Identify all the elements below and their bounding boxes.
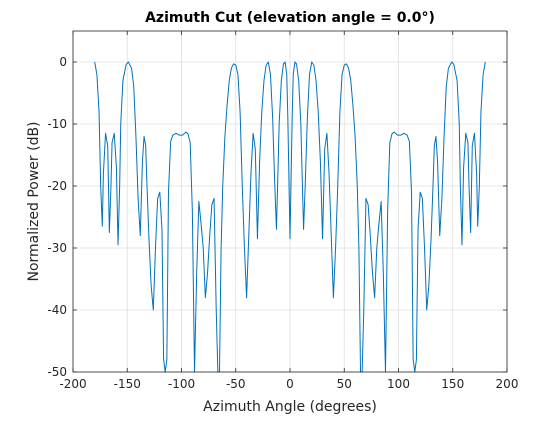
x-tick-label: 100 [387,377,410,391]
y-axis-label: Normalized Power (dB) [26,121,42,281]
series-layer [94,61,486,373]
series-line [94,61,486,373]
x-tick-label: -200 [59,377,86,391]
x-axis-label: Azimuth Angle (degrees) [203,399,377,415]
y-tick-label: -20 [47,179,67,193]
y-tick-label: 0 [59,55,67,69]
y-tick-label: -10 [47,117,67,131]
x-tick-label: 0 [286,377,294,391]
chart-title: Azimuth Cut (elevation angle = 0.0°) [145,10,435,26]
y-tick-label: -50 [47,365,67,379]
x-tick-label: -50 [226,377,246,391]
x-tick-label: 150 [441,377,464,391]
ticks: -200 -150 -100 -50 0 50 100 150 200-50-40-30-20-… [47,31,518,391]
x-tick-label: -150 [114,377,141,391]
x-tick-label: 200 [496,377,519,391]
x-tick-label: -100 [168,377,195,391]
grid [72,31,508,373]
y-tick-label: -30 [47,241,67,255]
x-tick-label: 50 [337,377,352,391]
y-tick-label: -40 [47,303,67,317]
